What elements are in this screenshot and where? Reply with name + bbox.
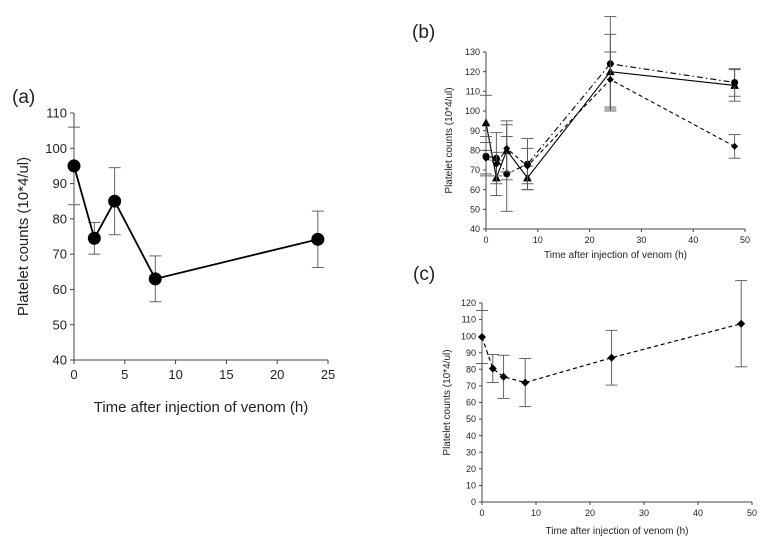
series-1 (67, 126, 325, 303)
x-tick-label: 0 (483, 235, 488, 245)
y-tick-label: 20 (466, 464, 476, 474)
y-axis-title: Platelet counts (10*4/ul) (442, 349, 453, 455)
data-point (67, 159, 81, 173)
y-tick-label: 100 (465, 106, 480, 116)
x-tick-label: 0 (70, 367, 77, 382)
data-point (731, 78, 739, 86)
y-tick-label: 60 (466, 398, 476, 408)
y-axis-title: Platelet counts (10*4/ul) (15, 157, 32, 316)
y-tick-label: 50 (470, 204, 480, 214)
y-tick-label: 40 (53, 353, 67, 368)
x-axis-title: Time after injection of venom (h) (544, 250, 687, 261)
x-tick-label: 40 (693, 508, 703, 518)
data-point (523, 162, 531, 170)
x-tick-label: 30 (636, 235, 646, 245)
x-tick-label: 5 (121, 367, 128, 382)
y-tick-label: 60 (470, 185, 480, 195)
data-point (737, 319, 746, 328)
data-point (108, 194, 122, 208)
data-point (148, 272, 162, 286)
x-tick-label: 10 (168, 367, 182, 382)
data-point (488, 364, 497, 373)
y-tick-label: 70 (53, 247, 67, 262)
x-tick-label: 50 (740, 235, 750, 245)
data-point (499, 372, 508, 381)
y-tick-label: 50 (53, 317, 67, 332)
chart-panel-c: (c) 0 10 20 30 40 50 60 70 80 90 100 110 120 0 10 20 30 40… (413, 264, 757, 537)
x-tick-label: 50 (747, 508, 757, 518)
data-point (311, 232, 325, 246)
series-line (481, 323, 742, 384)
data-point (87, 231, 101, 245)
x-tick-label: 10 (531, 508, 541, 518)
x-tick-label: 40 (688, 235, 698, 245)
series-2 (480, 16, 741, 212)
y-tick-label: 110 (462, 315, 476, 325)
y-tick-label: 110 (466, 86, 480, 96)
x-tick-label: 10 (533, 235, 543, 245)
y-tick-label: 80 (470, 145, 480, 155)
y-tick-label: 70 (466, 381, 476, 391)
y-tick-label: 10 (466, 481, 476, 491)
y-tick-label: 100 (461, 331, 476, 341)
panel-label-c: (c) (413, 264, 435, 285)
x-axis-title: Time after injection of venom (h) (94, 399, 309, 416)
y-tick-label: 120 (461, 298, 476, 308)
x-tick-label: 15 (219, 367, 233, 382)
data-point (492, 160, 500, 168)
data-point (607, 353, 616, 362)
y-tick-label: 100 (45, 141, 67, 156)
y-tick-label: 80 (53, 211, 67, 226)
y-tick-label: 50 (466, 414, 476, 424)
series-line (485, 63, 735, 175)
x-tick-label: 20 (270, 367, 284, 382)
y-tick-label: 90 (470, 126, 480, 136)
data-point (731, 142, 739, 150)
chart-panel-b: (b) 40 50 60 70 80 90 100 110 120 130 0 10 20 30 40 50 Ti… (412, 16, 750, 261)
y-tick-label: 130 (465, 47, 480, 57)
series-1 (476, 280, 748, 408)
data-point (606, 76, 614, 84)
y-tick-label: 60 (53, 282, 67, 297)
series-line (485, 71, 735, 180)
chart-panel-a: (a) 40 50 60 70 80 90 100 110 0 5 10 15 20 25 Time afte… (12, 87, 335, 416)
series-line (73, 165, 319, 280)
data-point (521, 378, 530, 387)
y-tick-label: 90 (466, 348, 476, 358)
x-tick-label: 0 (479, 508, 484, 518)
y-tick-label: 0 (471, 497, 476, 507)
x-axis-title: Time after injection of venom (h) (545, 526, 688, 537)
y-axis-title: Platelet counts (10*4/ul) (444, 87, 455, 193)
y-tick-label: 30 (466, 447, 476, 457)
data-point (503, 144, 511, 152)
y-tick-label: 120 (465, 67, 480, 77)
x-tick-label: 25 (321, 367, 335, 382)
x-tick-label: 20 (585, 235, 595, 245)
data-point (481, 118, 491, 127)
y-tick-label: 90 (53, 176, 67, 191)
x-tick-label: 30 (639, 508, 649, 518)
y-tick-label: 70 (470, 165, 480, 175)
y-tick-label: 40 (466, 431, 476, 441)
x-tick-label: 20 (585, 508, 595, 518)
y-tick-label: 40 (470, 224, 480, 234)
panel-label-b: (b) (412, 22, 435, 43)
data-point (482, 154, 490, 162)
series-3 (480, 51, 741, 185)
y-tick-label: 110 (46, 106, 67, 121)
data-point (478, 332, 486, 341)
y-tick-label: 80 (466, 364, 476, 374)
panel-label-a: (a) (12, 87, 35, 108)
